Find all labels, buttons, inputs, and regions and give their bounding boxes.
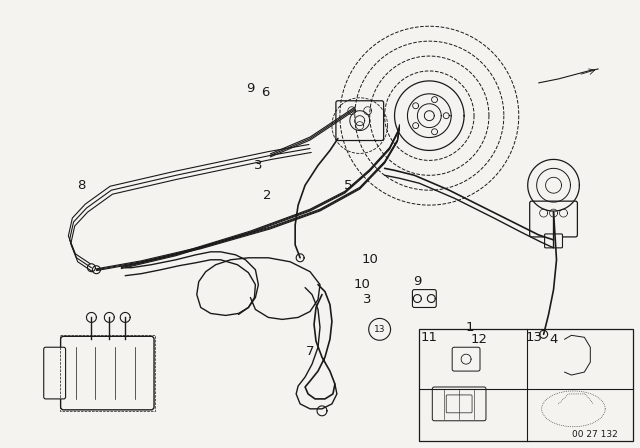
Text: 4: 4 — [549, 333, 557, 346]
Text: 2: 2 — [263, 189, 271, 202]
FancyBboxPatch shape — [432, 387, 486, 421]
FancyBboxPatch shape — [44, 347, 65, 399]
FancyBboxPatch shape — [61, 336, 154, 410]
FancyBboxPatch shape — [545, 234, 563, 248]
Text: 3: 3 — [364, 293, 372, 306]
Text: 13: 13 — [374, 325, 385, 334]
Text: 5: 5 — [344, 179, 352, 192]
Bar — [60, 335, 155, 411]
Text: 7: 7 — [306, 345, 314, 358]
FancyBboxPatch shape — [452, 347, 480, 371]
Text: 10: 10 — [361, 253, 378, 266]
Text: 9: 9 — [413, 275, 422, 288]
Text: 11: 11 — [421, 331, 438, 344]
Text: 9: 9 — [246, 82, 255, 95]
Text: 8: 8 — [77, 179, 86, 192]
Text: 10: 10 — [353, 278, 370, 291]
FancyBboxPatch shape — [412, 289, 436, 307]
Text: 3: 3 — [254, 159, 262, 172]
Text: 00 27 132: 00 27 132 — [572, 430, 618, 439]
FancyBboxPatch shape — [336, 101, 383, 141]
FancyBboxPatch shape — [446, 395, 472, 413]
Bar — [419, 329, 633, 441]
FancyBboxPatch shape — [530, 201, 577, 237]
Text: 6: 6 — [261, 86, 269, 99]
Text: 1: 1 — [466, 321, 474, 334]
Text: 13: 13 — [525, 331, 542, 344]
Text: 12: 12 — [470, 333, 488, 346]
